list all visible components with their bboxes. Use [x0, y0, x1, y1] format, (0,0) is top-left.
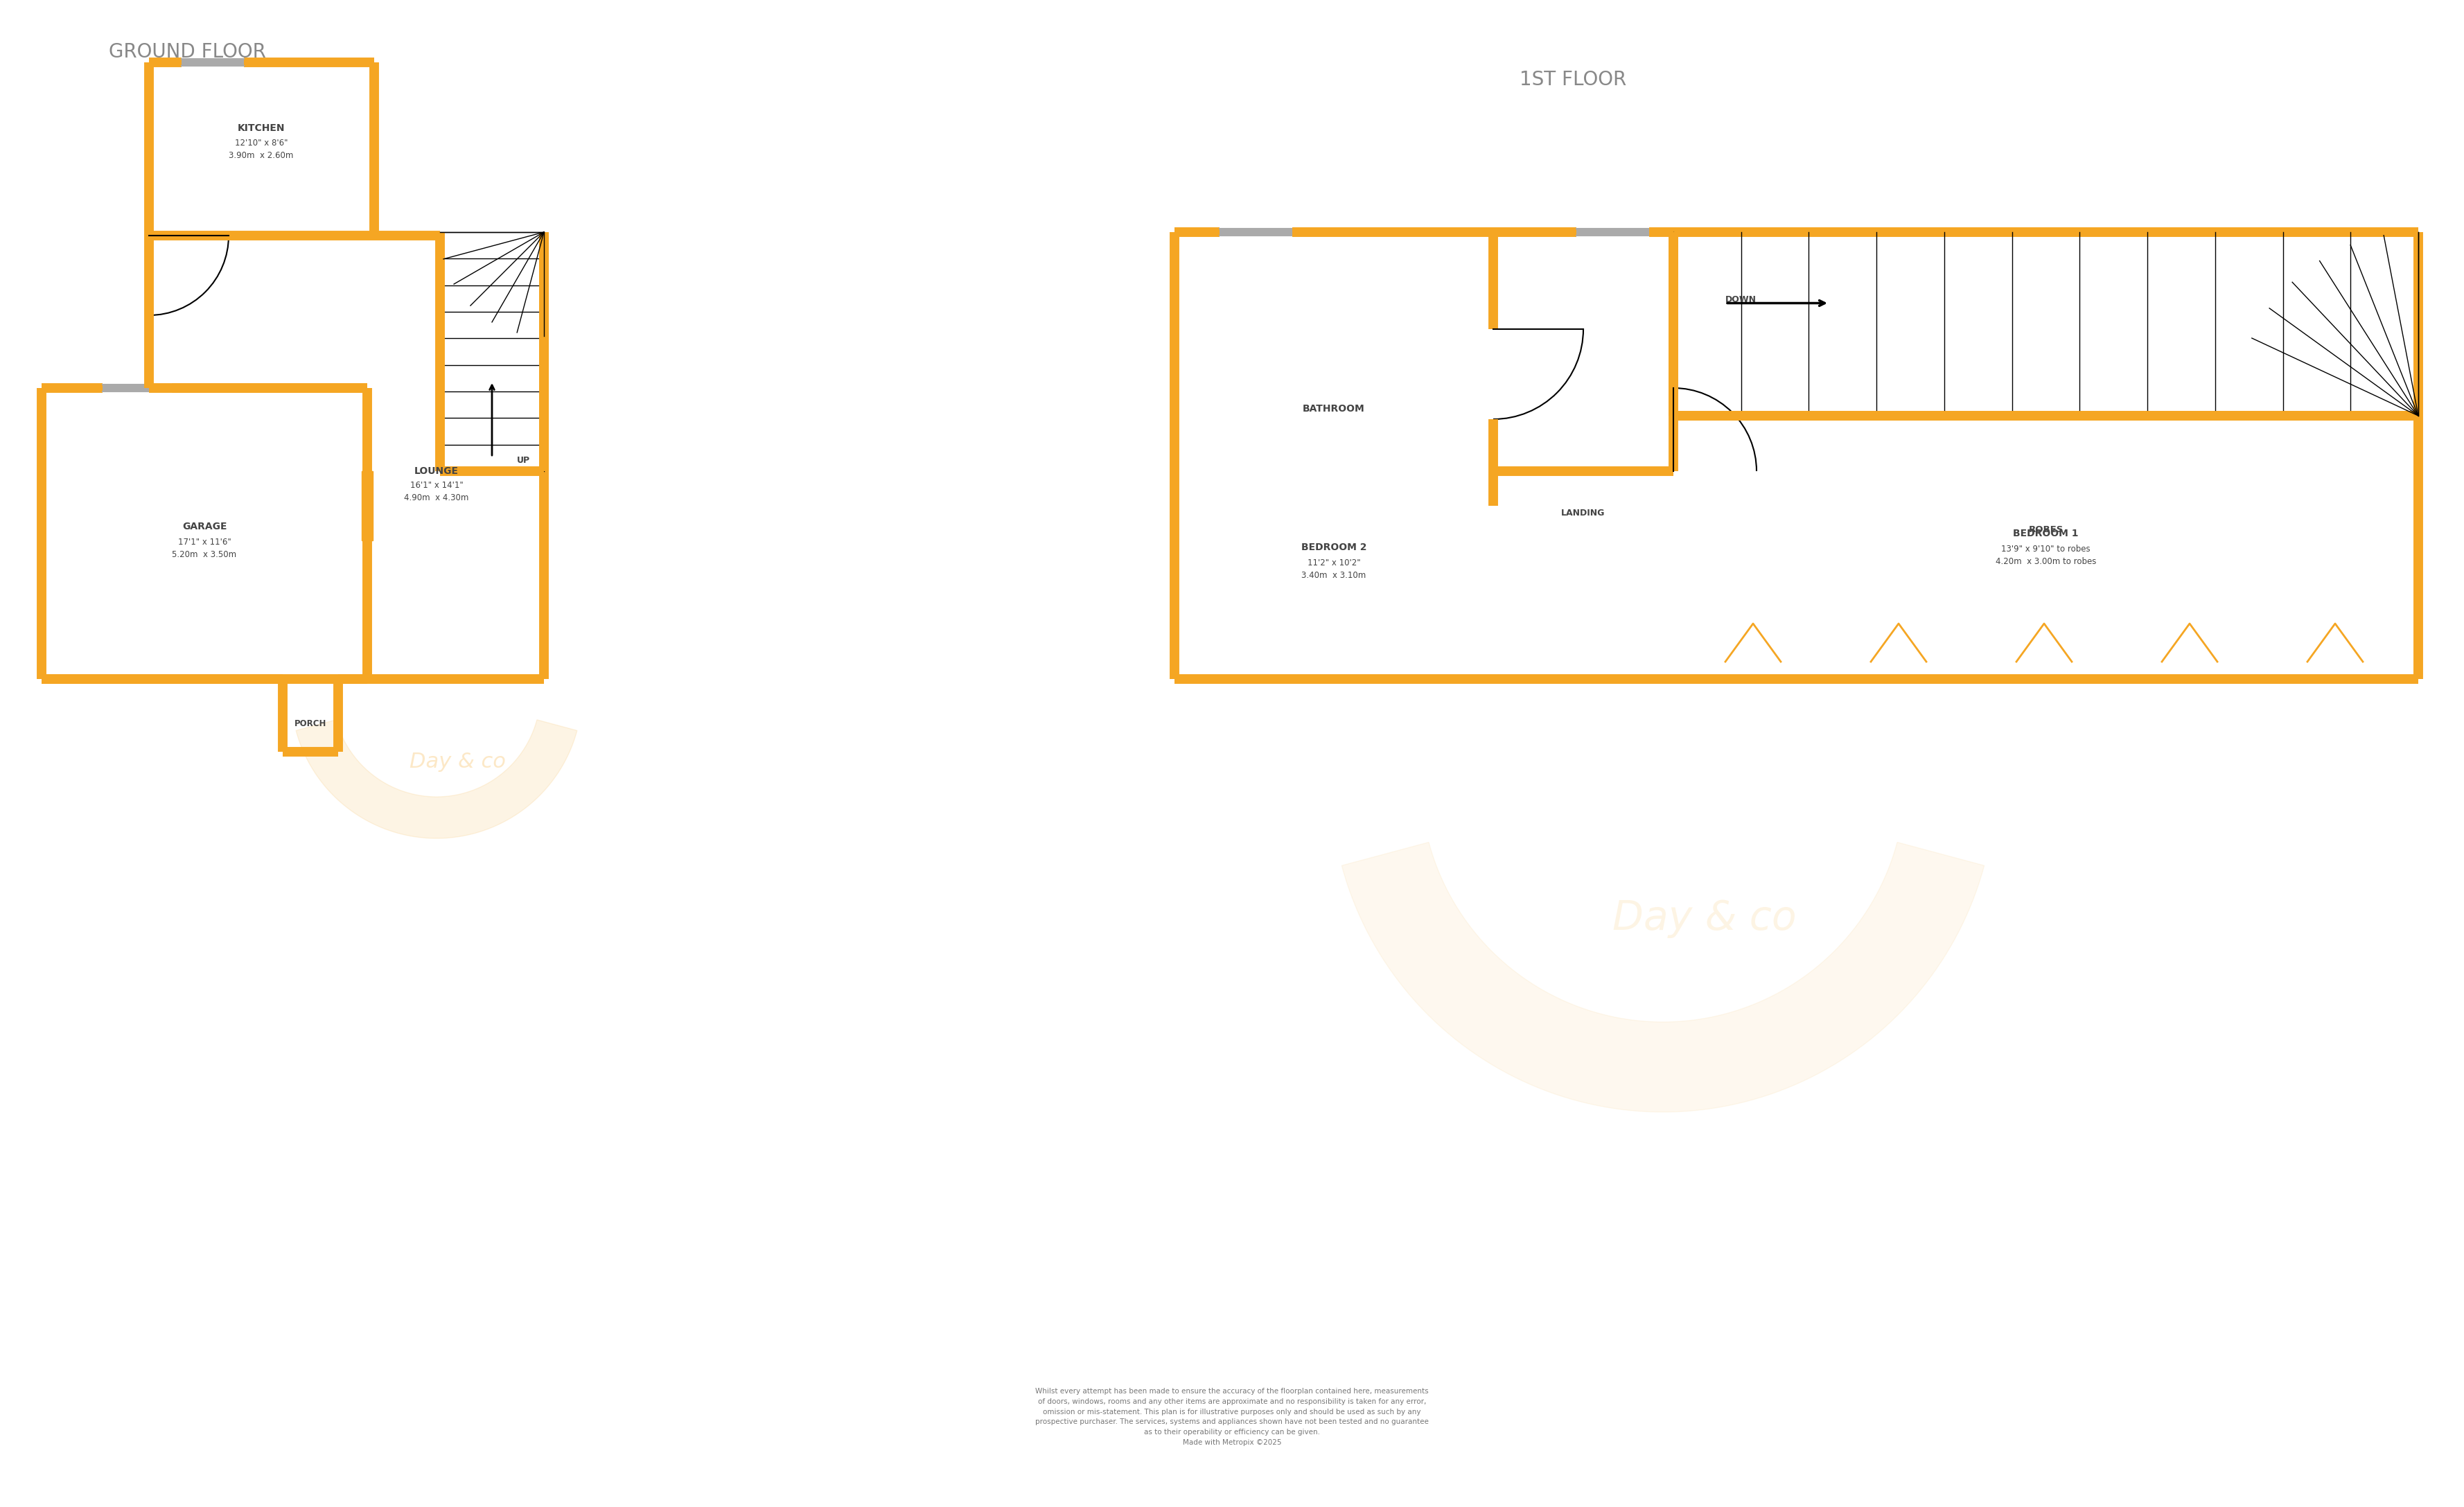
Polygon shape — [296, 720, 577, 838]
Text: 3.90m  x 2.60m: 3.90m x 2.60m — [229, 151, 293, 160]
Text: 13'9" x 9'10" to robes: 13'9" x 9'10" to robes — [2001, 544, 2089, 553]
Text: 3.40m  x 3.10m: 3.40m x 3.10m — [1301, 571, 1365, 580]
Text: KITCHEN: KITCHEN — [237, 124, 286, 133]
Text: BATHROOM: BATHROOM — [1303, 404, 1365, 413]
Text: DOWN: DOWN — [1725, 295, 1757, 304]
Text: GARAGE: GARAGE — [182, 521, 227, 532]
Text: 4.20m  x 3.00m to robes: 4.20m x 3.00m to robes — [1996, 556, 2097, 565]
Text: PORCH: PORCH — [293, 719, 328, 728]
Polygon shape — [1343, 842, 1984, 1112]
Text: 4.90m  x 4.30m: 4.90m x 4.30m — [404, 493, 468, 502]
Text: BEDROOM 1: BEDROOM 1 — [2013, 529, 2080, 538]
Text: GROUND FLOOR: GROUND FLOOR — [108, 42, 266, 62]
Text: 11'2" x 10'2": 11'2" x 10'2" — [1308, 558, 1360, 567]
Text: ROBES: ROBES — [2028, 526, 2062, 535]
Text: 5.20m  x 3.50m: 5.20m x 3.50m — [172, 550, 237, 559]
Bar — [362, 472, 372, 541]
Text: Whilst every attempt has been made to ensure the accuracy of the floorplan conta: Whilst every attempt has been made to en… — [1035, 1388, 1429, 1447]
Text: LOUNGE: LOUNGE — [414, 466, 458, 476]
Text: Day & co: Day & co — [1611, 898, 1796, 937]
Text: 1ST FLOOR: 1ST FLOOR — [1520, 69, 1626, 89]
Text: 17'1" x 11'6": 17'1" x 11'6" — [177, 538, 232, 547]
Text: UP: UP — [517, 457, 530, 466]
Text: BEDROOM 2: BEDROOM 2 — [1301, 543, 1368, 552]
Text: LANDING: LANDING — [1562, 508, 1604, 517]
Text: Day & co: Day & co — [409, 752, 505, 772]
Text: 12'10" x 8'6": 12'10" x 8'6" — [234, 139, 288, 148]
Text: 16'1" x 14'1": 16'1" x 14'1" — [409, 481, 463, 490]
